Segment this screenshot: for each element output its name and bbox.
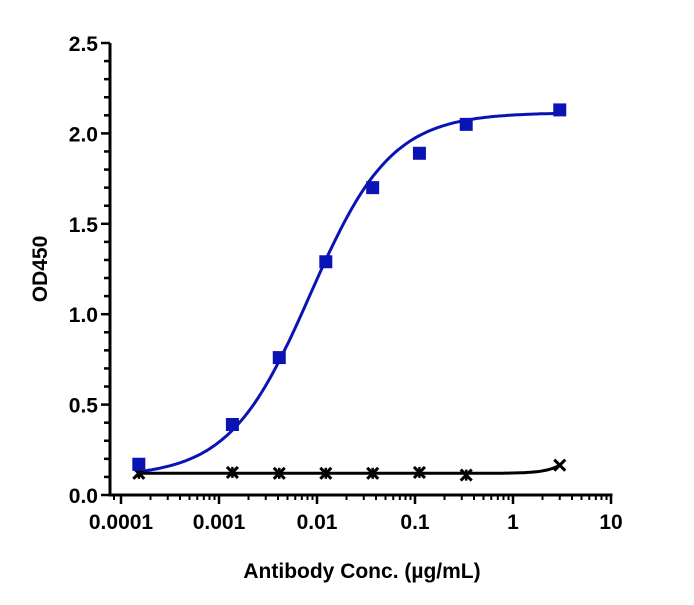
y-tick-label: 0.5 — [69, 395, 99, 418]
control-point-x-marker — [459, 468, 473, 482]
y-axis-title: OD450 — [29, 236, 52, 303]
y-tick-label: 1.5 — [69, 214, 99, 237]
antibody-point-square-marker — [553, 103, 567, 117]
y-tick-label: 1.0 — [69, 304, 98, 327]
antibody-point-square-marker — [225, 417, 239, 431]
x-tick-label: 0.001 — [193, 511, 246, 534]
antibody-point-square-marker — [132, 457, 146, 471]
y-tick-label: 2.0 — [69, 123, 98, 146]
control-point-x-marker — [319, 466, 333, 480]
antibody-point-square-marker — [272, 351, 286, 365]
antibody-point-square-marker — [412, 146, 426, 160]
x-tick-label: 0.0001 — [89, 511, 154, 534]
antibody-point-square-marker — [459, 117, 473, 131]
x-tick-label: 0.1 — [400, 511, 430, 534]
x-tick-label: 10 — [599, 511, 622, 534]
data-points — [132, 103, 567, 482]
axes: 0.0 0.5 1.0 1.5 2.0 2.5 0.0001 0.001 0.01 0.1 1 10 — [69, 33, 623, 534]
control-point-x-marker — [553, 458, 567, 472]
antibody-fit-curve — [138, 111, 560, 474]
control-fit-curve — [138, 463, 561, 475]
control-point-x-marker — [272, 466, 286, 480]
x-tick-label: 1 — [507, 511, 519, 534]
y-tick-label: 2.5 — [69, 33, 99, 56]
y-tick-label: 0.0 — [69, 485, 98, 508]
fit-curves — [138, 111, 561, 475]
control-point-x-marker — [412, 465, 427, 479]
antibody-point-square-marker — [319, 255, 333, 269]
control-point-x-marker — [366, 466, 380, 480]
x-axis-title: Antibody Conc. (µg/mL) — [243, 560, 480, 583]
control-point-x-marker — [225, 465, 239, 479]
antibody-point-square-marker — [366, 181, 380, 195]
x-tick-label: 0.01 — [297, 511, 338, 534]
